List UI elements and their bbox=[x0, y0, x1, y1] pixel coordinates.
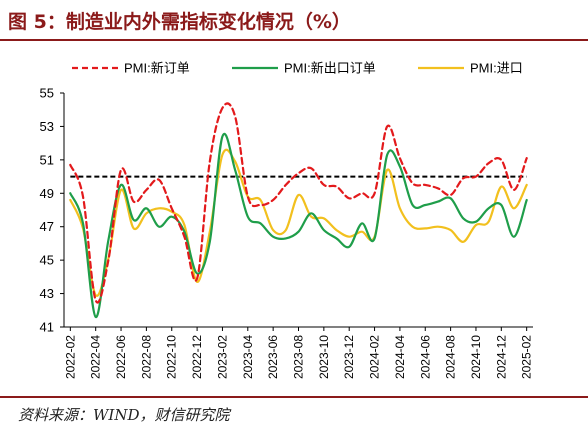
x-tick-label: 2024-08 bbox=[444, 335, 458, 379]
y-tick-label: 51 bbox=[40, 152, 54, 167]
plot-area: 41 43 45 47 49 51 53 55 2022-02 2022-04 2022-06 202… bbox=[40, 86, 534, 380]
legend-label: PMI:新订单 bbox=[124, 61, 190, 76]
y-tick-label: 41 bbox=[40, 320, 54, 335]
page-title: 图 5：制造业内外需指标变化情况（%） bbox=[8, 11, 351, 33]
legend-item-import: PMI:进口 bbox=[418, 61, 523, 76]
x-tick-label: 2023-08 bbox=[292, 335, 306, 379]
x-tick-label: 2023-06 bbox=[266, 335, 280, 379]
x-tick-label: 2022-04 bbox=[89, 335, 103, 379]
legend-item-new-orders: PMI:新订单 bbox=[72, 61, 190, 76]
y-tick-label: 47 bbox=[40, 219, 54, 234]
series-line-new-orders bbox=[69, 102, 528, 304]
x-tick-label: 2023-04 bbox=[241, 335, 255, 379]
y-tick-label: 45 bbox=[40, 253, 54, 268]
legend-label: PMI:进口 bbox=[470, 61, 523, 76]
x-tick-label: 2023-12 bbox=[342, 335, 356, 379]
chart-canvas: PMI:新订单 PMI:新出口订单 PMI:进口 41 43 45 47 49 51 53 55 2… bbox=[40, 61, 534, 380]
legend-item-new-export-orders: PMI:新出口订单 bbox=[232, 61, 376, 76]
line-chart: PMI:新订单 PMI:新出口订单 PMI:进口 41 43 45 47 49 51 53 55 2… bbox=[0, 41, 588, 393]
legend-label: PMI:新出口订单 bbox=[284, 61, 376, 76]
x-tick-label: 2022-06 bbox=[114, 335, 128, 379]
x-tick-label: 2025-02 bbox=[520, 335, 534, 379]
y-tick-label: 43 bbox=[40, 286, 54, 301]
y-tick-label: 55 bbox=[40, 86, 54, 101]
y-tick-label: 53 bbox=[40, 119, 54, 134]
x-tick-label: 2024-04 bbox=[393, 335, 407, 379]
x-tick-label: 2022-10 bbox=[165, 335, 179, 379]
source-note: 资料来源：WIND，财信研究院 bbox=[18, 406, 230, 424]
figure-header: 图 5：制造业内外需指标变化情况（%） bbox=[0, 0, 588, 41]
legend: PMI:新订单 PMI:新出口订单 PMI:进口 bbox=[72, 61, 523, 76]
footer-divider bbox=[0, 396, 588, 398]
x-tick-label: 2024-02 bbox=[368, 335, 382, 379]
y-tick-label: 49 bbox=[40, 186, 54, 201]
series-line-import bbox=[69, 148, 528, 297]
x-tick-label: 2024-12 bbox=[494, 335, 508, 379]
x-tick-label: 2022-08 bbox=[139, 335, 153, 379]
x-tick-label: 2024-06 bbox=[418, 335, 432, 379]
series-line-new-export-orders bbox=[69, 132, 528, 319]
x-tick-label: 2024-10 bbox=[469, 335, 483, 379]
title-divider bbox=[0, 39, 588, 41]
x-tick-label: 2022-12 bbox=[190, 335, 204, 379]
x-tick-label: 2022-02 bbox=[63, 335, 77, 379]
x-tick-label: 2023-10 bbox=[317, 335, 331, 379]
x-tick-label: 2023-02 bbox=[215, 335, 229, 379]
